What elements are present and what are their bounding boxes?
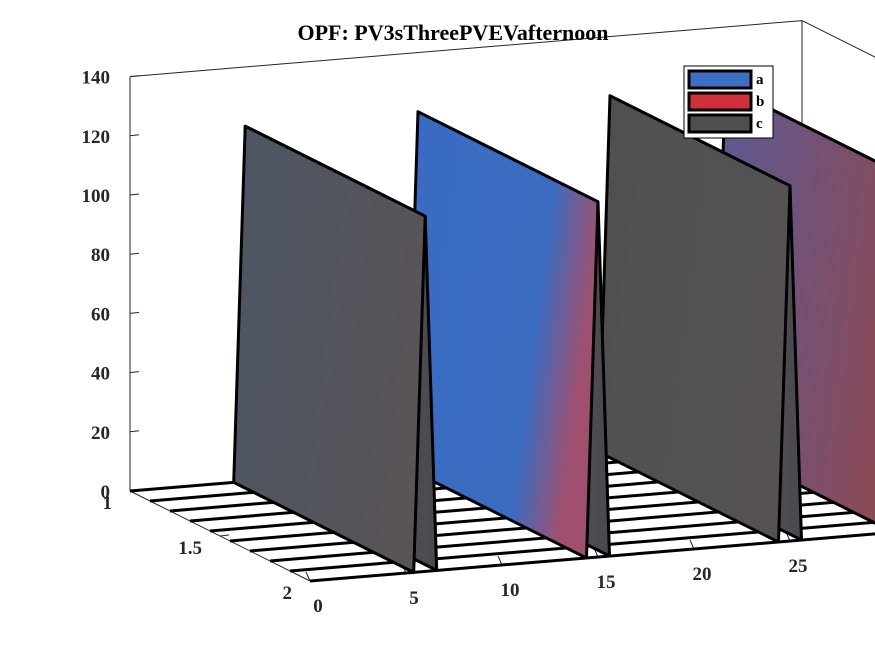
x-tick-mark <box>305 571 311 582</box>
z-tick-mark <box>129 193 140 196</box>
z-tick-label: 0 <box>101 482 111 503</box>
legend[interactable]: abc <box>683 65 774 139</box>
top-back-edge <box>129 20 803 78</box>
x-tick-label: 15 <box>597 572 616 593</box>
z-tick-label: 40 <box>91 364 110 385</box>
z-tick-label: 20 <box>91 423 110 444</box>
y-tick-label: 1.5 <box>178 538 202 559</box>
peak-panel-c <box>232 124 427 574</box>
legend-label: c <box>756 116 763 132</box>
x-tick-mark <box>689 539 695 550</box>
legend-label: a <box>756 72 764 88</box>
legend-swatch <box>687 69 753 90</box>
z-tick-mark <box>129 430 140 433</box>
x-tick-mark <box>497 555 503 566</box>
z-tick-label: 60 <box>91 304 110 325</box>
x-tick-label: 0 <box>313 596 323 617</box>
z-tick-label: 100 <box>82 186 111 207</box>
z-tick-label: 80 <box>91 245 110 266</box>
z-tick-mark <box>129 134 140 137</box>
legend-entry-b[interactable]: b <box>687 91 764 112</box>
chart-title: OPF: PV3sThreePVEVafternoon <box>297 20 608 45</box>
x-tick-label: 5 <box>409 588 419 609</box>
baseline-line <box>309 532 875 583</box>
x-tick-label: 10 <box>501 580 520 601</box>
x-tick-label: 25 <box>789 556 808 577</box>
y-tick-label: 1 <box>103 493 113 514</box>
x-tick-label: 20 <box>693 564 712 585</box>
z-tick-mark <box>129 311 140 314</box>
y-tick-label: 2 <box>283 583 293 604</box>
top-right-edge <box>801 20 875 58</box>
z-tick-label: 120 <box>82 127 111 148</box>
legend-label: b <box>756 94 764 110</box>
y-tick-mark <box>219 534 230 537</box>
legend-swatch <box>687 91 753 112</box>
z-tick-mark <box>129 252 140 255</box>
z-tick-label: 140 <box>82 68 111 89</box>
z-tick-mark <box>129 371 140 374</box>
z-tick-mark <box>129 75 140 78</box>
peak-panels <box>232 84 875 574</box>
legend-entry-c[interactable]: c <box>687 113 763 134</box>
legend-entry-a[interactable]: a <box>687 69 764 90</box>
legend-swatch <box>687 113 753 134</box>
tick-labels: 0204060801001201400510152025303511.52 <box>82 68 808 617</box>
